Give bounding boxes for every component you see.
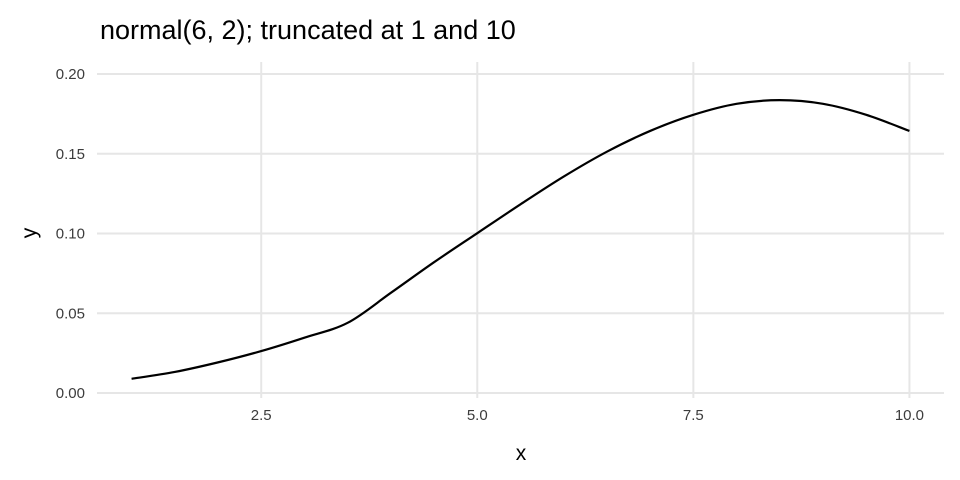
y-tick-label: 0.10 xyxy=(56,226,85,243)
y-tick-label: 0.05 xyxy=(56,305,85,322)
x-axis-ticks: 2.5 5.0 7.5 10.0 xyxy=(251,407,924,424)
y-axis-ticks: 0.00 0.05 0.10 0.15 0.20 xyxy=(56,66,85,402)
plot-area xyxy=(131,99,910,380)
density-curve xyxy=(131,99,910,380)
chart-title: normal(6, 2); truncated at 1 and 10 xyxy=(100,15,516,45)
x-tick-label: 10.0 xyxy=(895,407,924,424)
y-axis-title: y xyxy=(18,227,41,238)
x-tick-label: 7.5 xyxy=(683,407,704,424)
y-tick-label: 0.20 xyxy=(56,66,85,83)
y-tick-label: 0.15 xyxy=(56,146,85,163)
grid-lines xyxy=(97,62,944,398)
x-axis-title: x xyxy=(516,442,527,465)
x-tick-label: 2.5 xyxy=(251,407,272,424)
y-tick-label: 0.00 xyxy=(56,385,85,402)
x-tick-label: 5.0 xyxy=(467,407,488,424)
